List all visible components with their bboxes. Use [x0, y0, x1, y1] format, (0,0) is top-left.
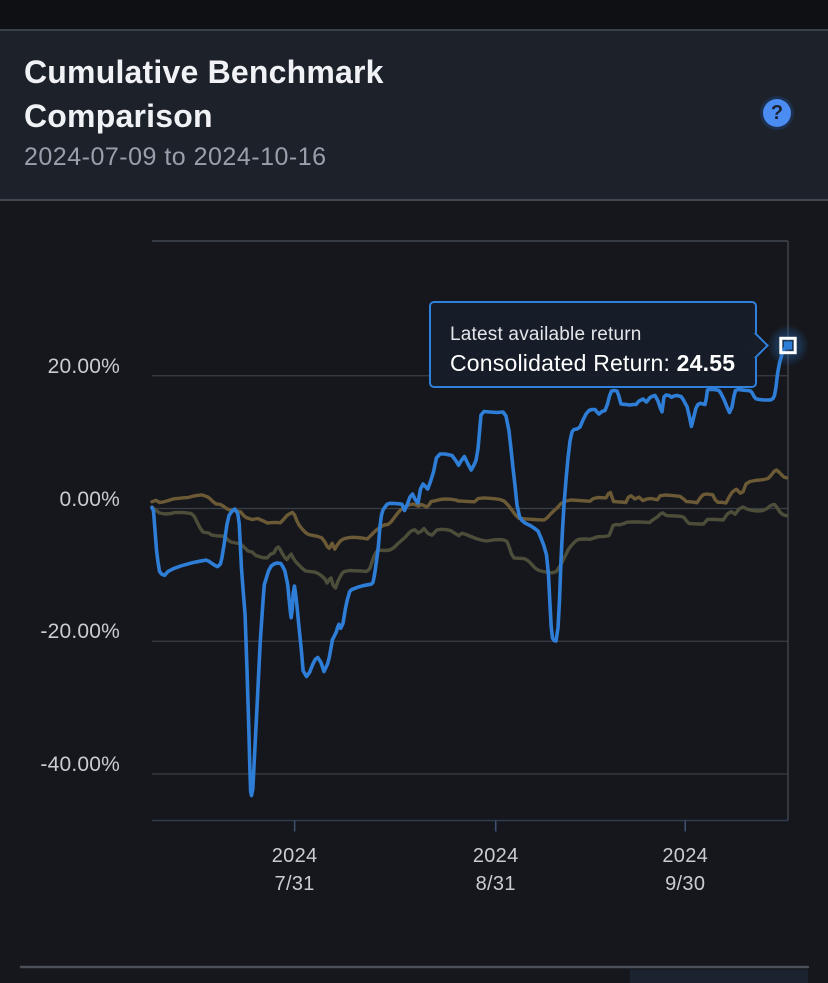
top-divider-line [0, 29, 828, 31]
y-axis-label: 20.00% [47, 354, 120, 378]
series-line-benchmark_1 [150, 468, 789, 551]
tooltip-series-label: Consolidated Return: [450, 350, 671, 376]
series-line-benchmark_2 [150, 502, 789, 590]
latest-return-tooltip: Latest available return Consolidated Ret… [429, 301, 769, 388]
tooltip-title: Latest available return [450, 324, 642, 345]
tooltip-value: 24.55 [676, 350, 736, 376]
benchmark-chart[interactable]: 20.00% 0.00% -20.00% -40.00% 2024 7/31 2024 8/3… [0, 201, 828, 983]
chart-canvas [19, 240, 810, 983]
x-axis-label: 2024 7/31 [271, 845, 318, 895]
question-mark-icon: ? [770, 101, 784, 124]
y-axis-label: -40.00% [40, 753, 120, 777]
chart-header: Cumulative Benchmark Comparison 2024-07-… [0, 31, 828, 199]
y-axis-label: -20.00% [40, 620, 120, 644]
header-divider-line [0, 199, 828, 201]
date-range: 2024-07-09 to 2024-10-16 [24, 143, 327, 171]
tooltip-series-value: Consolidated Return: 24.55 [450, 350, 735, 377]
x-axis-label: 2024 8/31 [472, 845, 519, 895]
x-axis-label: 2024 9/30 [662, 845, 709, 895]
help-button[interactable]: ? [763, 99, 791, 127]
series-line-consolidated-return [150, 343, 790, 798]
page-title: Cumulative Benchmark Comparison [24, 54, 384, 134]
top-strip [0, 0, 828, 29]
marker-core [784, 341, 792, 350]
y-axis-label: 0.00% [59, 487, 120, 511]
next-section-edge [630, 969, 808, 983]
latest-point-marker [779, 336, 797, 355]
